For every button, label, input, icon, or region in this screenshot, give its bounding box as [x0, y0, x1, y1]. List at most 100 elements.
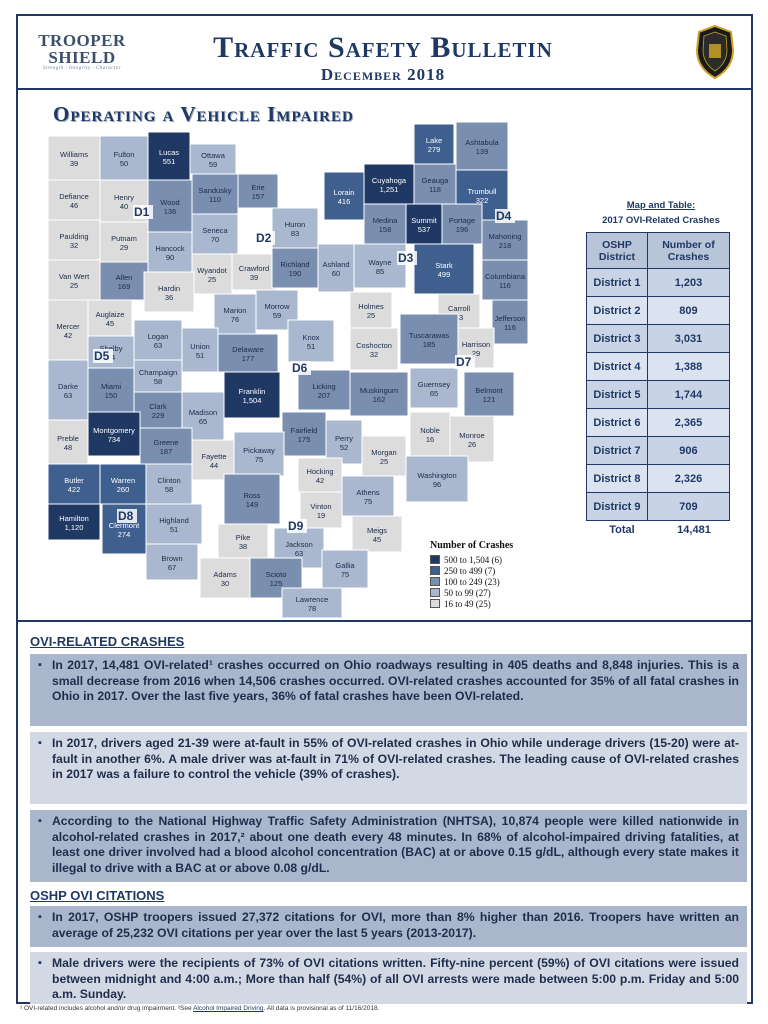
footnote-text-2: . All data is provisional as of 11/16/20… — [263, 1005, 380, 1012]
legend-swatch — [430, 588, 440, 597]
crash-bullet-1: In 2017, 14,481 OVI-related¹ crashes occ… — [30, 654, 747, 726]
county-value: 51 — [307, 342, 315, 351]
county-value: 85 — [376, 267, 384, 276]
county-value: 551 — [163, 157, 176, 166]
county-value: 32 — [70, 241, 78, 250]
district-crashes: 809 — [646, 296, 731, 325]
county-name: Mahoning — [489, 232, 522, 241]
county-name: Ottawa — [201, 151, 226, 160]
legend-swatch — [430, 555, 440, 564]
county-value: 32 — [370, 350, 378, 359]
county-value: 125 — [270, 579, 283, 588]
county-name: Huron — [285, 220, 305, 229]
county-value: 158 — [379, 225, 392, 234]
county-shape — [133, 391, 183, 429]
county-value: 39 — [250, 273, 258, 282]
county-shape — [145, 543, 199, 581]
county-name: Ross — [243, 491, 260, 500]
county-value: 187 — [160, 447, 173, 456]
county-value: 50 — [120, 159, 128, 168]
county-value: 46 — [70, 201, 78, 210]
county-value: 75 — [341, 570, 349, 579]
total-value: 14,481 — [677, 524, 711, 536]
county-name: Butler — [64, 476, 84, 485]
county-shape — [233, 431, 285, 477]
district-label: D6 — [292, 361, 308, 375]
county-shape — [363, 203, 407, 245]
alcohol-impaired-driving-link[interactable]: Alcohol Impaired Driving — [193, 1005, 264, 1012]
district-label: D9 — [288, 519, 304, 533]
legend-label: 16 to 49 (25) — [444, 598, 491, 609]
county-name: Warren — [111, 476, 135, 485]
district-row: District 9 709 — [586, 492, 731, 521]
county-value: 196 — [456, 225, 469, 234]
legend-swatch — [430, 577, 440, 586]
county-name: Wood — [160, 198, 179, 207]
district-crashes: 1,203 — [646, 268, 731, 297]
citation-bullet-2: Male drivers were the recipients of 73% … — [30, 952, 747, 1004]
county-value: 63 — [295, 549, 303, 558]
district-crashes: 906 — [646, 436, 731, 465]
county-shape — [281, 587, 343, 619]
county-value: 322 — [476, 196, 489, 205]
legend-label: 250 to 499 (7) — [444, 565, 496, 576]
county-value: 16 — [426, 435, 434, 444]
district-row: District 2 809 — [586, 296, 731, 325]
county-name: Meigs — [367, 526, 387, 535]
county-name: Union — [190, 342, 210, 351]
county-value: 75 — [255, 455, 263, 464]
county-name: Auglaize — [96, 310, 125, 319]
county-shape — [147, 179, 193, 233]
county-value: 25 — [380, 457, 388, 466]
district-row: District 1 1,203 — [586, 268, 731, 297]
county-name: Clark — [149, 402, 167, 411]
county-name: Pike — [236, 533, 251, 542]
county-value: 96 — [433, 480, 441, 489]
table-total-row: Total 14,481 — [586, 524, 730, 536]
county-value: 26 — [468, 440, 476, 449]
county-name: Holmes — [358, 302, 384, 311]
county-name: Hardin — [158, 284, 180, 293]
county-value: 150 — [105, 391, 118, 400]
county-value: 83 — [291, 229, 299, 238]
legend-row: 50 to 99 (27) — [430, 587, 560, 598]
county-name: Ashtabula — [465, 138, 499, 147]
county-name: Lawrence — [296, 595, 329, 604]
county-name: Mercer — [56, 322, 80, 331]
county-shape — [363, 163, 415, 205]
legend-row: 16 to 49 (25) — [430, 598, 560, 609]
county-value: 136 — [164, 207, 177, 216]
county-name: Coshocton — [356, 341, 392, 350]
county-name: Lucas — [159, 148, 179, 157]
county-value: 59 — [209, 160, 217, 169]
county-name: Williams — [60, 150, 88, 159]
county-shape — [351, 515, 403, 553]
county-value: 149 — [246, 500, 259, 509]
county-value: 162 — [373, 395, 386, 404]
county-shape — [409, 367, 459, 409]
county-shape — [217, 523, 269, 559]
county-shape — [349, 327, 399, 371]
county-name: Paulding — [59, 232, 88, 241]
county-name: Van Wert — [59, 272, 90, 281]
district-row: District 6 2,365 — [586, 408, 731, 437]
county-name: Erie — [251, 183, 264, 192]
district-row: District 8 2,326 — [586, 464, 731, 493]
county-shape — [399, 313, 459, 365]
county-name: Jackson — [285, 540, 313, 549]
citations-heading: OSHP OVI CITATIONS — [30, 888, 165, 903]
county-name: Highland — [159, 516, 189, 525]
county-shape — [47, 179, 101, 221]
county-name: Adams — [213, 570, 237, 579]
district-name: District 6 — [586, 408, 648, 437]
trooper-shield-logo: TROOPER SHIELD Strength · Integrity · Ch… — [30, 32, 134, 71]
county-name: Logan — [148, 332, 169, 341]
county-shape — [87, 367, 135, 413]
county-name: Darke — [58, 382, 78, 391]
county-shape — [491, 299, 529, 345]
county-name: Richland — [280, 260, 309, 269]
county-value: 260 — [117, 485, 130, 494]
county-name: Hocking — [306, 467, 333, 476]
county-name: Tuscarawas — [409, 331, 449, 340]
county-name: Miami — [101, 382, 121, 391]
